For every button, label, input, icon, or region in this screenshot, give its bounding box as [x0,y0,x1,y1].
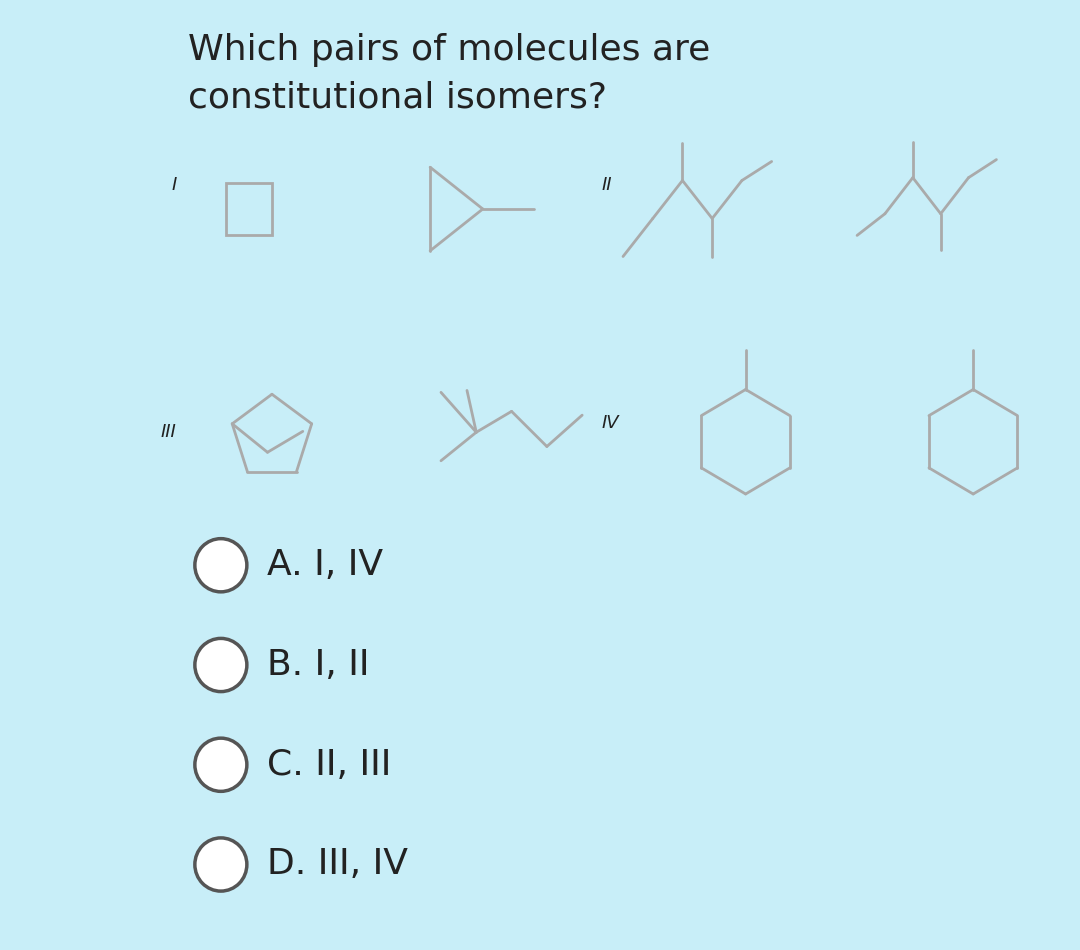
Circle shape [194,539,247,592]
Text: III: III [161,424,176,441]
Bar [226,182,272,236]
Text: D. III, IV: D. III, IV [268,847,408,882]
Text: constitutional isomers?: constitutional isomers? [188,81,607,115]
Text: C. II, III: C. II, III [268,748,392,782]
Text: IV: IV [602,414,619,431]
Circle shape [194,638,247,692]
Circle shape [194,838,247,891]
Text: Which pairs of molecules are: Which pairs of molecules are [188,33,711,67]
Text: B. I, II: B. I, II [268,648,369,682]
Text: I: I [172,177,177,194]
Text: II: II [602,177,612,194]
Text: A. I, IV: A. I, IV [268,548,383,582]
Circle shape [194,738,247,791]
